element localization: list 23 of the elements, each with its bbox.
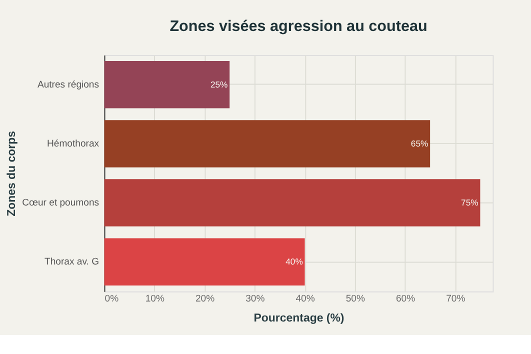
- x-tick-label: 70%: [446, 293, 466, 304]
- bar: [104, 238, 305, 286]
- bar: [104, 120, 430, 168]
- x-tick-label: 60%: [396, 293, 416, 304]
- y-tick-label: Thorax av. G: [44, 256, 100, 268]
- y-axis-title: Zones du corps: [6, 131, 18, 216]
- data-label: 65%: [410, 138, 429, 149]
- data-label: 75%: [461, 198, 479, 208]
- x-tick-label: 0%: [104, 293, 120, 304]
- x-tick-label: 20%: [195, 293, 216, 304]
- bar: [104, 60, 230, 108]
- y-tick-label: Autres régions: [37, 79, 100, 90]
- y-tick-label: Cœur et poumons: [22, 198, 100, 209]
- x-tick-label: 10%: [145, 293, 165, 304]
- x-axis-title: Pourcentage (%): [254, 312, 344, 325]
- y-tick-label: Hémothorax: [47, 138, 100, 150]
- x-tick-label: 50%: [346, 293, 366, 304]
- x-tick-label: 30%: [246, 293, 266, 304]
- data-label: 25%: [210, 79, 228, 90]
- data-label: 40%: [286, 256, 304, 267]
- chart-title: Zones visées agression au couteau: [170, 18, 428, 36]
- bar: [104, 179, 480, 226]
- x-tick-label: 40%: [296, 293, 316, 304]
